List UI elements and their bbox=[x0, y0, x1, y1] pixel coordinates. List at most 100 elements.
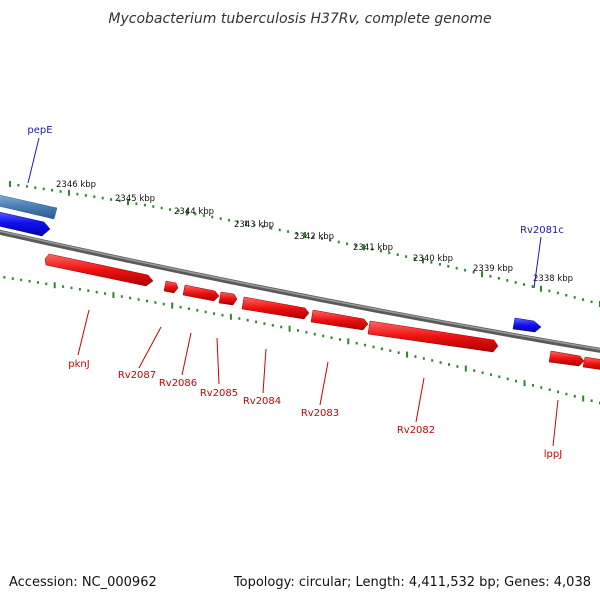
inner-minor-tick bbox=[271, 324, 274, 327]
leader-lppJ bbox=[552, 399, 559, 447]
inner-major-tick bbox=[171, 302, 174, 309]
inner-major-tick bbox=[288, 325, 291, 332]
inner-minor-tick bbox=[154, 301, 157, 304]
gene-Rv2084[interactable] bbox=[241, 296, 310, 320]
inner-minor-tick bbox=[355, 341, 358, 345]
outer-minor-tick bbox=[177, 209, 180, 213]
gene-label-Rv2086[interactable]: Rv2086 bbox=[159, 378, 197, 389]
gene-Rv2082[interactable] bbox=[367, 320, 499, 353]
inner-minor-tick bbox=[473, 369, 476, 372]
outer-minor-tick bbox=[464, 268, 467, 272]
inner-minor-tick bbox=[557, 390, 560, 394]
outer-minor-tick bbox=[236, 220, 239, 224]
outer-minor-tick bbox=[152, 205, 155, 208]
inner-minor-tick bbox=[397, 351, 400, 354]
inner-minor-tick bbox=[213, 312, 216, 315]
inner-minor-tick bbox=[70, 286, 73, 290]
outer-minor-tick bbox=[405, 255, 408, 258]
inner-minor-tick bbox=[196, 309, 199, 312]
inner-minor-tick bbox=[146, 299, 148, 303]
outer-minor-tick bbox=[489, 275, 492, 278]
outer-minor-tick bbox=[34, 186, 37, 189]
outer-minor-tick bbox=[447, 265, 450, 268]
outer-major-tick bbox=[245, 220, 247, 227]
gene-label-Rv2081c[interactable]: Rv2081c bbox=[520, 225, 564, 236]
inner-minor-tick bbox=[515, 379, 518, 383]
gene-label-lppJ[interactable]: lppJ bbox=[544, 449, 562, 460]
gene-lppJ[interactable] bbox=[548, 350, 585, 367]
outer-minor-tick bbox=[135, 202, 138, 205]
inner-minor-tick bbox=[87, 289, 90, 292]
outer-minor-tick bbox=[42, 187, 45, 191]
reverse-strand-genes bbox=[0, 193, 542, 333]
outer-minor-tick bbox=[523, 283, 526, 286]
gene-label-Rv2087[interactable]: Rv2087 bbox=[118, 370, 156, 381]
leader-Rv2087 bbox=[138, 326, 162, 369]
inner-minor-tick bbox=[62, 285, 65, 288]
outer-major-tick bbox=[422, 257, 424, 264]
gene-label-Rv2083[interactable]: Rv2083 bbox=[301, 408, 339, 419]
inner-minor-tick bbox=[28, 279, 31, 283]
inner-minor-tick bbox=[481, 371, 484, 374]
outer-major-tick bbox=[363, 244, 365, 251]
forward-strand-genes bbox=[44, 253, 600, 371]
inner-minor-tick bbox=[238, 317, 241, 320]
leader-Rv2086 bbox=[181, 332, 192, 376]
inner-minor-tick bbox=[540, 386, 543, 389]
outer-minor-tick bbox=[51, 188, 54, 192]
gene-labels: pepE Rv2081c pknJ Rv2087 Rv2086 Rv2085 R… bbox=[27, 125, 564, 460]
inner-minor-tick bbox=[78, 288, 81, 291]
outer-minor-tick bbox=[110, 198, 113, 201]
inner-major-tick bbox=[582, 395, 585, 402]
inner-minor-tick bbox=[439, 361, 442, 364]
inner-minor-tick bbox=[364, 343, 367, 347]
outer-minor-tick bbox=[143, 203, 146, 207]
tick-label-2345: 2345 kbp bbox=[115, 194, 155, 204]
inner-minor-tick bbox=[531, 384, 534, 387]
outer-minor-tick bbox=[329, 238, 332, 242]
outer-minor-tick bbox=[455, 266, 458, 270]
inner-minor-tick bbox=[565, 392, 568, 396]
gene-label-Rv2084[interactable]: Rv2084 bbox=[243, 396, 281, 407]
gene-Rv2086[interactable] bbox=[218, 291, 238, 306]
gene-pknJ[interactable] bbox=[44, 253, 154, 287]
inner-minor-tick bbox=[255, 320, 258, 324]
inner-tick-ring bbox=[3, 276, 600, 405]
inner-minor-tick bbox=[246, 318, 249, 322]
outer-minor-tick bbox=[169, 208, 172, 211]
genome-summary-text: Topology: circular; Length: 4,411,532 bp… bbox=[233, 575, 591, 590]
outer-minor-tick bbox=[211, 215, 214, 219]
inner-minor-tick bbox=[313, 332, 316, 336]
outer-major-tick bbox=[304, 232, 306, 238]
leader-Rv2084 bbox=[262, 348, 267, 394]
gene-pepE[interactable] bbox=[0, 193, 58, 220]
outer-minor-tick bbox=[556, 291, 559, 295]
outer-major-tick bbox=[68, 189, 70, 196]
inner-major-tick bbox=[406, 351, 409, 358]
gene-Rv2087[interactable] bbox=[182, 284, 220, 302]
gene-Rv2081c[interactable] bbox=[512, 317, 542, 333]
inner-minor-tick bbox=[129, 296, 132, 300]
gene-small-fragment[interactable] bbox=[163, 280, 179, 294]
gene-label-pepE[interactable]: pepE bbox=[27, 125, 52, 136]
gene-Rv2083[interactable] bbox=[310, 309, 369, 331]
outer-minor-tick bbox=[59, 190, 62, 193]
gene-reverse-arrow-left[interactable] bbox=[0, 210, 51, 237]
gene-label-pknJ[interactable]: pknJ bbox=[68, 359, 89, 370]
outer-minor-tick bbox=[497, 277, 500, 280]
gene-label-Rv2085[interactable]: Rv2085 bbox=[200, 388, 238, 399]
accession-text: Accession: NC_000962 bbox=[9, 575, 157, 590]
outer-minor-tick bbox=[320, 237, 323, 240]
outer-minor-tick bbox=[379, 249, 382, 253]
outer-minor-tick bbox=[396, 253, 399, 256]
outer-minor-tick bbox=[346, 242, 349, 246]
outer-minor-tick bbox=[219, 217, 222, 220]
gene-right-edge[interactable] bbox=[582, 356, 600, 371]
inner-minor-tick bbox=[104, 292, 107, 295]
outer-minor-tick bbox=[76, 192, 79, 196]
inner-major-tick bbox=[523, 380, 526, 387]
outer-minor-tick bbox=[573, 296, 576, 299]
outer-minor-tick bbox=[531, 285, 534, 288]
gene-label-Rv2082[interactable]: Rv2082 bbox=[397, 425, 435, 436]
